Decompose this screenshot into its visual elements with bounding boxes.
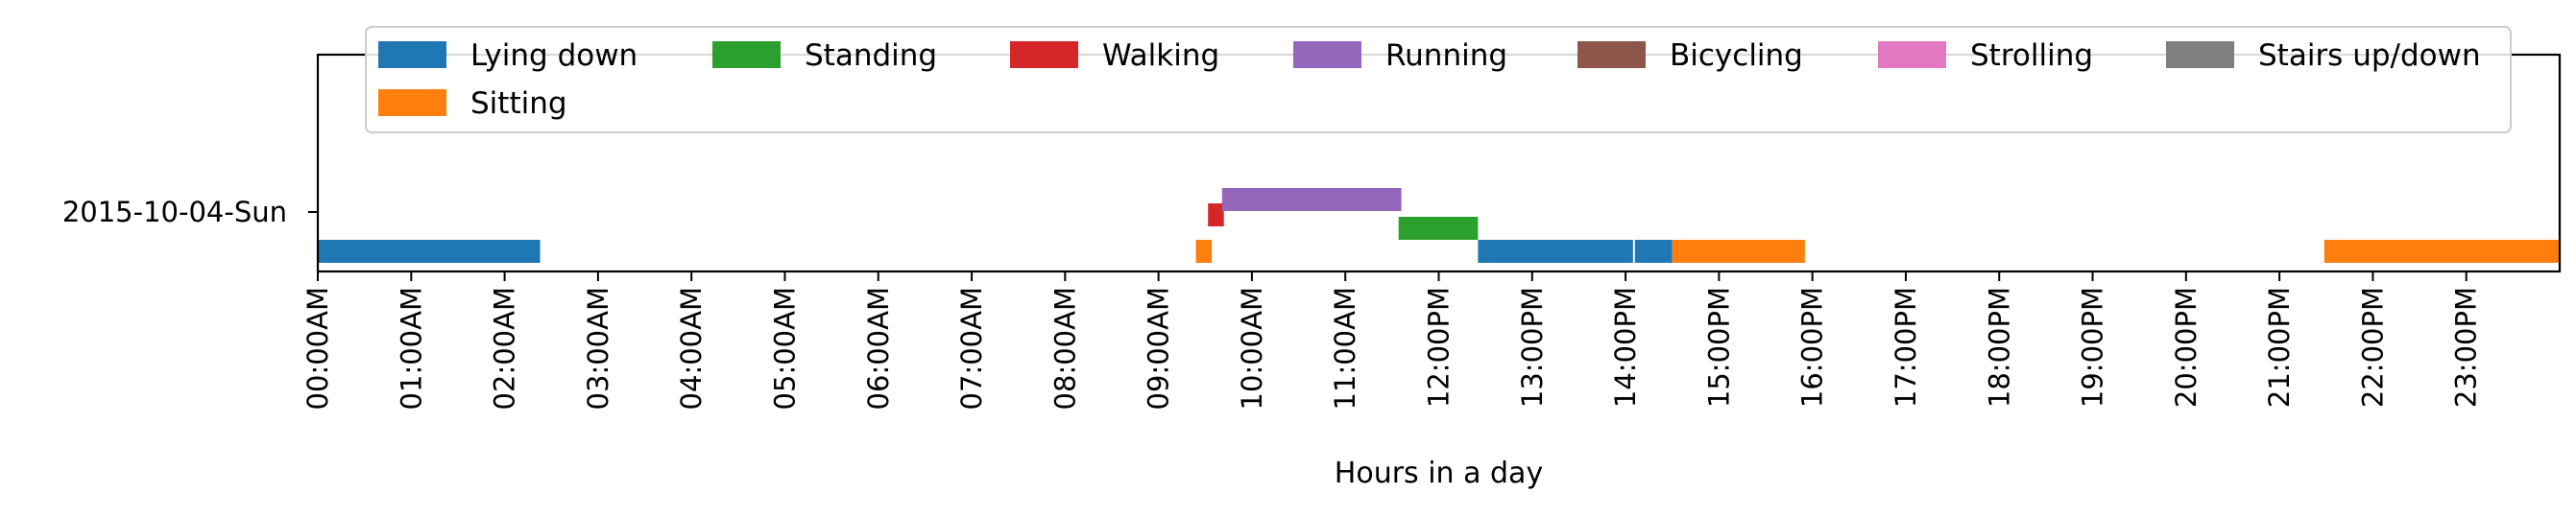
bar-lying-down [1634,240,1673,263]
x-tick-label: 21:00PM [2263,287,2296,408]
legend-swatch-sitting [378,89,446,116]
legend-swatch-strolling [1878,41,1946,68]
x-tick-label: 20:00PM [2170,287,2203,408]
legend-label-lying-down: Lying down [470,38,638,73]
bar-standing [1398,217,1479,240]
legend-label-bicycling: Bicycling [1670,38,1803,73]
legend-label-walking: Walking [1102,38,1219,73]
bar-walking [1208,203,1224,226]
legend-label-running: Running [1385,38,1507,73]
legend-swatch-standing [712,41,781,68]
plot-area [316,53,2562,273]
legend-swatch-running [1293,41,1361,68]
legend: Lying down Standing Walking Running Bicyclin… [365,26,2512,133]
bar-sitting [1672,240,1805,263]
x-tick-label: 17:00PM [1890,287,1922,408]
bar-sitting [1195,240,1213,263]
x-tick-label: 07:00AM [955,287,988,410]
x-tick-label: 16:00PM [1796,287,1829,408]
legend-label-stairs-up-down: Stairs up/down [2258,38,2481,73]
x-tick-label: 15:00PM [1702,287,1735,408]
x-tick-label: 03:00AM [582,287,614,410]
legend-label-sitting: Sitting [470,86,567,121]
legend-swatch-walking [1010,41,1078,68]
x-axis: 00:00AM 01:00AM 02:00AM 03:00AM 04:00AM 05:00… [301,271,2483,410]
bar-sitting [2323,240,2560,263]
y-axis: 2015-10-04-Sun [62,196,318,228]
x-tick-label: 06:00AM [862,287,895,410]
x-tick-label: 00:00AM [301,287,334,410]
x-tick-label: 09:00AM [1143,287,1175,410]
x-tick-label: 01:00AM [395,287,427,410]
x-tick-label: 11:00AM [1329,287,1361,410]
legend-label-standing: Standing [805,38,937,73]
x-tick-label: 18:00PM [1983,287,2015,408]
bar-running [1221,188,1402,211]
x-tick-label: 02:00AM [489,287,521,410]
x-tick-label: 22:00PM [2356,287,2389,408]
bar-lying-down [1478,240,1633,263]
legend-label-strolling: Strolling [1970,38,2093,73]
x-tick-label: 14:00PM [1609,287,1642,408]
legend-swatch-bicycling [1577,41,1646,68]
x-tick-label: 23:00PM [2450,287,2483,408]
x-tick-label: 04:00AM [675,287,708,410]
x-tick-label: 12:00PM [1423,287,1456,408]
x-tick-label: 05:00AM [768,287,801,410]
bar-lying-down [318,240,541,263]
x-axis-title: Hours in a day [1335,457,1543,490]
y-tick-label: 2015-10-04-Sun [62,196,287,228]
legend-frame [365,26,2512,133]
x-tick-label: 08:00AM [1048,287,1081,410]
x-tick-label: 10:00AM [1236,287,1268,410]
legend-swatch-stairs-up-down [2166,41,2234,68]
x-tick-label: 19:00PM [2077,287,2109,408]
legend-swatch-lying-down [378,41,446,68]
x-tick-label: 13:00PM [1516,287,1549,408]
